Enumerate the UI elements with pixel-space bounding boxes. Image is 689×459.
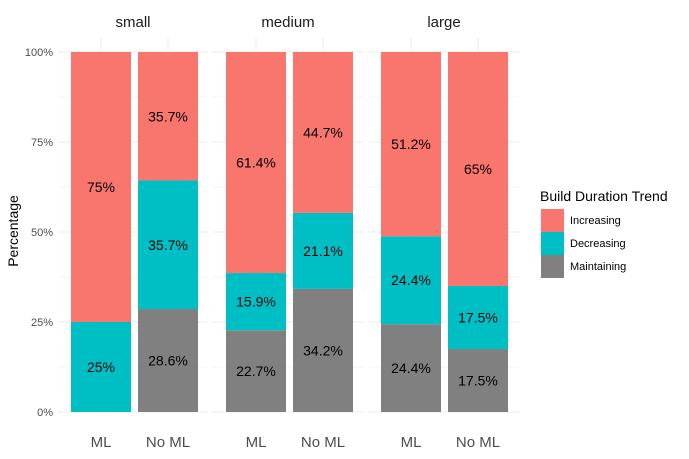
bar-value-label: 17.5% [458,310,498,326]
legend-swatch-maintaining [541,255,564,278]
bar-value-label: 25% [87,359,115,375]
bar-value-label: 35.7% [148,108,188,124]
bar-value-label: 24.4% [391,272,431,288]
legend-label: Decreasing [570,238,626,250]
x-tick-label: No ML [301,434,345,451]
bar-segment-decreasing [226,273,286,331]
legend: Build Duration Trend Increasing Decreasin… [540,188,668,278]
bar-labels: 25% 75% 28.6% 35.7% 35.7% 22.7% 15.9% 61.4% 34.2… [87,108,498,388]
bar-segment-maintaining [226,330,286,412]
bar-value-label: 35.7% [148,237,188,253]
y-tick-label: 100% [25,47,53,59]
bar-segment-maintaining [381,324,441,412]
bar-segment-increasing [226,52,286,274]
bar-value-label: 24.4% [391,360,431,376]
bar-value-label: 21.1% [303,243,343,259]
x-tick-label: ML [401,434,422,451]
bar-value-label: 51.2% [391,136,431,152]
y-tick-label: 0% [37,407,53,419]
bar-segment-increasing [71,52,131,322]
bar-value-label: 44.7% [303,124,343,140]
y-tick-label: 50% [31,227,53,239]
bar-segment-maintaining [293,288,353,412]
y-tick-label: 75% [31,137,53,149]
bar-segment-decreasing [138,180,198,310]
bar-segment-decreasing [448,286,508,349]
legend-swatch-decreasing [541,232,564,255]
legend-label: Maintaining [570,261,626,273]
bar-value-label: 34.2% [303,342,343,358]
y-axis-title: Percentage [5,195,21,267]
bar-segment-increasing [381,52,441,237]
legend-title: Build Duration Trend [540,188,668,204]
bar-segment-increasing [293,52,353,213]
facet-title: small [115,14,150,31]
bar-segment-decreasing [293,212,353,289]
bar-segment-increasing [448,52,508,286]
bar-segment-decreasing [71,322,131,412]
x-tick-label: ML [246,434,267,451]
y-tick-label: 25% [31,317,53,329]
x-tick-label: No ML [456,434,500,451]
bar-value-label: 17.5% [458,373,498,389]
x-tick-label: ML [91,434,112,451]
bar-value-label: 75% [87,179,115,195]
bars [71,52,508,412]
bar-value-label: 22.7% [236,363,276,379]
facet-title: medium [261,14,314,31]
bar-value-label: 28.6% [148,353,188,369]
x-tick-label: No ML [146,434,190,451]
bar-value-label: 15.9% [236,294,276,310]
bar-segment-increasing [138,52,198,181]
bar-segment-maintaining [138,309,198,412]
bar-value-label: 65% [464,161,492,177]
facet-title: large [427,14,460,31]
bar-segment-decreasing [381,236,441,325]
legend-label: Increasing [570,215,621,227]
axes: ML No ML small ML No ML medium ML No ML large 0% 2… [25,14,500,451]
legend-swatch-increasing [541,209,564,232]
bar-segment-maintaining [448,349,508,412]
bar-value-label: 61.4% [236,155,276,171]
